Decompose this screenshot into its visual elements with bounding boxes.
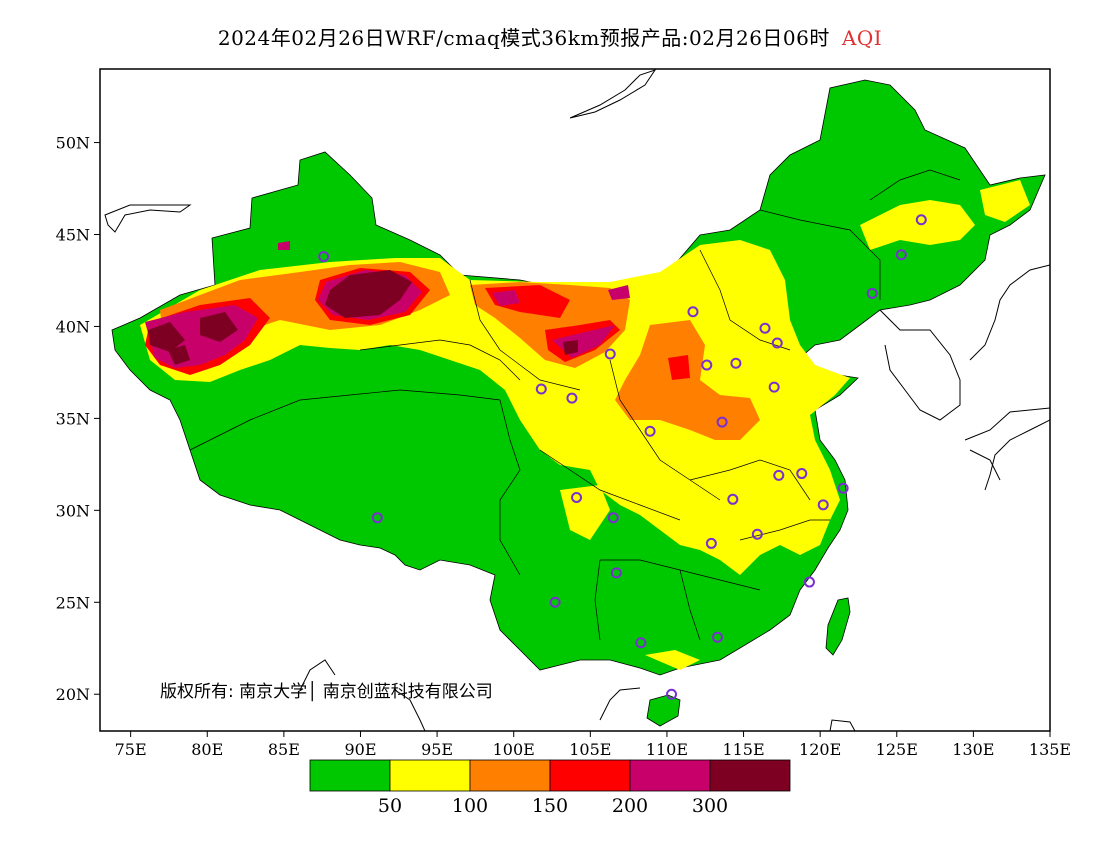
copyright-text: 版权所有: 南京大学│ 南京创蓝科技有限公司: [160, 681, 493, 702]
station-marker: [635, 637, 647, 649]
legend-label: 150: [532, 795, 568, 817]
station-marker: [915, 214, 927, 226]
legend-swatch: [389, 759, 471, 792]
legend-swatch: [309, 759, 391, 792]
y-tick-label: 45N: [56, 226, 90, 245]
x-tick-label: 125E: [876, 740, 918, 759]
station-marker: [571, 491, 583, 503]
title-text: 2024年02月26日WRF/cmaq模式36km预报产品:02月26日06时: [217, 26, 830, 50]
x-tick-label: 115E: [722, 740, 764, 759]
x-tick-label: 95E: [421, 740, 453, 759]
y-tick-label: 40N: [56, 317, 90, 336]
legend-swatch: [629, 759, 711, 792]
x-tick-label: 120E: [799, 740, 841, 759]
legend-label: 100: [452, 795, 488, 817]
title-product: AQI: [841, 26, 883, 50]
x-tick-label: 80E: [191, 740, 223, 759]
y-tick-label: 25N: [56, 593, 90, 612]
station-marker: [759, 322, 771, 334]
station-marker: [773, 469, 785, 481]
foreign-coastlines: [104, 69, 1050, 731]
station-marker: [371, 512, 383, 524]
y-tick-label: 20N: [56, 685, 90, 704]
map-area: [104, 69, 1050, 731]
x-tick-label: 90E: [344, 740, 376, 759]
province-boundaries: [189, 169, 961, 641]
station-marker: [730, 357, 742, 369]
station-marker: [666, 688, 678, 700]
station-markers: [318, 214, 927, 700]
station-marker: [607, 512, 619, 524]
station-marker: [751, 528, 763, 540]
station-marker: [837, 482, 849, 494]
hainan: [646, 694, 681, 727]
station-marker: [705, 537, 717, 549]
legend-label: 50: [378, 795, 402, 817]
y-tick-label: 35N: [56, 409, 90, 428]
station-marker: [549, 596, 561, 608]
legend-label: 300: [692, 795, 728, 817]
legend-swatch: [549, 759, 631, 792]
y-tick-label: 50N: [56, 134, 90, 153]
x-axis: 75E 80E 85E 90E 95E 100E 105E 110E 115E 120E 125E 1…: [115, 731, 1071, 759]
station-marker: [712, 631, 723, 643]
station-marker: [768, 381, 780, 393]
station-marker: [796, 468, 808, 480]
station-marker: [771, 337, 783, 349]
aqi-maroon-zones: [148, 270, 578, 365]
station-marker: [817, 499, 829, 511]
legend-swatch: [709, 759, 791, 792]
x-tick-label: 75E: [115, 740, 147, 759]
taiwan: [825, 597, 851, 656]
x-tick-label: 135E: [1029, 740, 1071, 759]
station-marker: [535, 383, 547, 395]
legend-label: 200: [612, 795, 648, 817]
aqi-legend: 50 100 150 200 300: [309, 759, 791, 817]
map-frame: [99, 68, 1051, 732]
x-tick-label: 110E: [646, 740, 688, 759]
station-marker: [566, 392, 578, 404]
station-marker: [687, 306, 699, 318]
station-marker: [701, 359, 713, 371]
station-marker: [610, 567, 622, 579]
station-marker: [716, 416, 728, 428]
map-title: 2024年02月26日WRF/cmaq模式36km预报产品:02月26日06时 A…: [0, 22, 1100, 51]
station-marker: [644, 425, 656, 437]
y-axis: 50N 45N 40N 35N 30N 25N 20N: [56, 134, 100, 704]
station-marker: [604, 348, 616, 360]
station-marker: [318, 251, 330, 263]
station-marker: [803, 576, 815, 588]
x-tick-label: 105E: [569, 740, 611, 759]
x-tick-label: 100E: [493, 740, 535, 759]
legend-swatch: [469, 759, 551, 792]
x-tick-label: 85E: [268, 740, 300, 759]
station-marker: [895, 249, 907, 261]
station-marker: [727, 493, 739, 505]
x-tick-label: 130E: [952, 740, 994, 759]
y-tick-label: 30N: [56, 501, 90, 520]
station-marker: [866, 287, 878, 299]
